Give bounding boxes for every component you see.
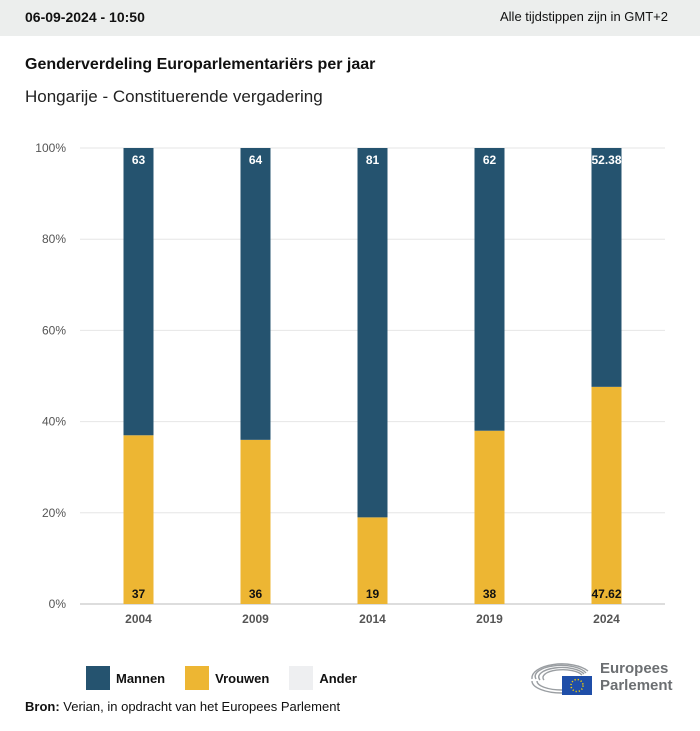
data-label: 62 [483, 153, 497, 167]
data-label: 36 [249, 587, 263, 601]
x-tick-label: 2019 [476, 612, 503, 626]
timezone-note: Alle tijdstippen zijn in GMT+2 [500, 9, 668, 24]
bar-chart: 0% 20% 40% 60% 80% 100% 37 63 2004 36 64 2009 19 81 20… [35, 141, 665, 626]
bar-vrouwen [474, 430, 505, 604]
legend-swatch [86, 666, 110, 690]
y-tick-label: 20% [42, 506, 66, 520]
bar-mannen [357, 148, 388, 518]
bar-vrouwen [123, 435, 154, 604]
data-label: 81 [366, 153, 380, 167]
logo-text-1: Europees [600, 660, 669, 677]
bar-vrouwen [357, 517, 388, 604]
top-bar: 06-09-2024 - 10:50 Alle tijdstippen zijn… [0, 0, 700, 36]
y-tick-label: 100% [35, 141, 66, 155]
source-note: Bron: Verian, in opdracht van het Europe… [25, 699, 340, 714]
logo-text-2: Parlement [600, 677, 673, 694]
data-label: 19 [366, 587, 380, 601]
source-label: Bron: [25, 699, 60, 714]
bar-mannen [591, 148, 622, 387]
legend-item-mannen[interactable]: Mannen [86, 666, 165, 690]
data-label: 63 [132, 153, 146, 167]
timestamp: 06-09-2024 - 10:50 [25, 9, 145, 25]
x-tick-label: 2004 [125, 612, 152, 626]
x-tick-label: 2014 [359, 612, 386, 626]
legend-label: Mannen [116, 670, 166, 686]
bar-mannen [240, 148, 271, 440]
legend-label: Vrouwen [215, 670, 270, 686]
source-text: Verian, in opdracht van het Europees Par… [59, 699, 341, 714]
legend: Mannen Vrouwen Ander [86, 666, 377, 690]
bar-vrouwen [240, 439, 271, 604]
bar-mannen [474, 148, 505, 431]
y-tick-label: 80% [42, 232, 66, 246]
legend-swatch [185, 666, 210, 690]
data-label: 52.38 [591, 153, 621, 167]
data-label: 38 [483, 587, 497, 601]
y-tick-label: 0% [49, 597, 67, 611]
y-tick-label: 40% [42, 415, 66, 429]
chart-title: Genderverdeling Europarlementariërs per … [25, 56, 376, 73]
data-label: 47.62 [591, 587, 621, 601]
y-tick-label: 60% [42, 323, 66, 337]
legend-swatch [289, 666, 314, 690]
parliament-logo-icon [531, 663, 592, 695]
legend-item-ander[interactable]: Ander [289, 666, 357, 690]
x-tick-label: 2024 [593, 612, 620, 626]
legend-item-vrouwen[interactable]: Vrouwen [185, 666, 269, 690]
data-label: 64 [249, 153, 263, 167]
x-tick-label: 2009 [242, 612, 269, 626]
bar-vrouwen [591, 386, 622, 604]
bar-mannen [123, 148, 154, 436]
data-label: 37 [132, 587, 146, 601]
chart-subtitle: Hongarije - Constituerende vergadering [25, 87, 323, 106]
legend-label: Ander [319, 670, 357, 686]
ep-logo: Europees Parlement [528, 659, 673, 695]
